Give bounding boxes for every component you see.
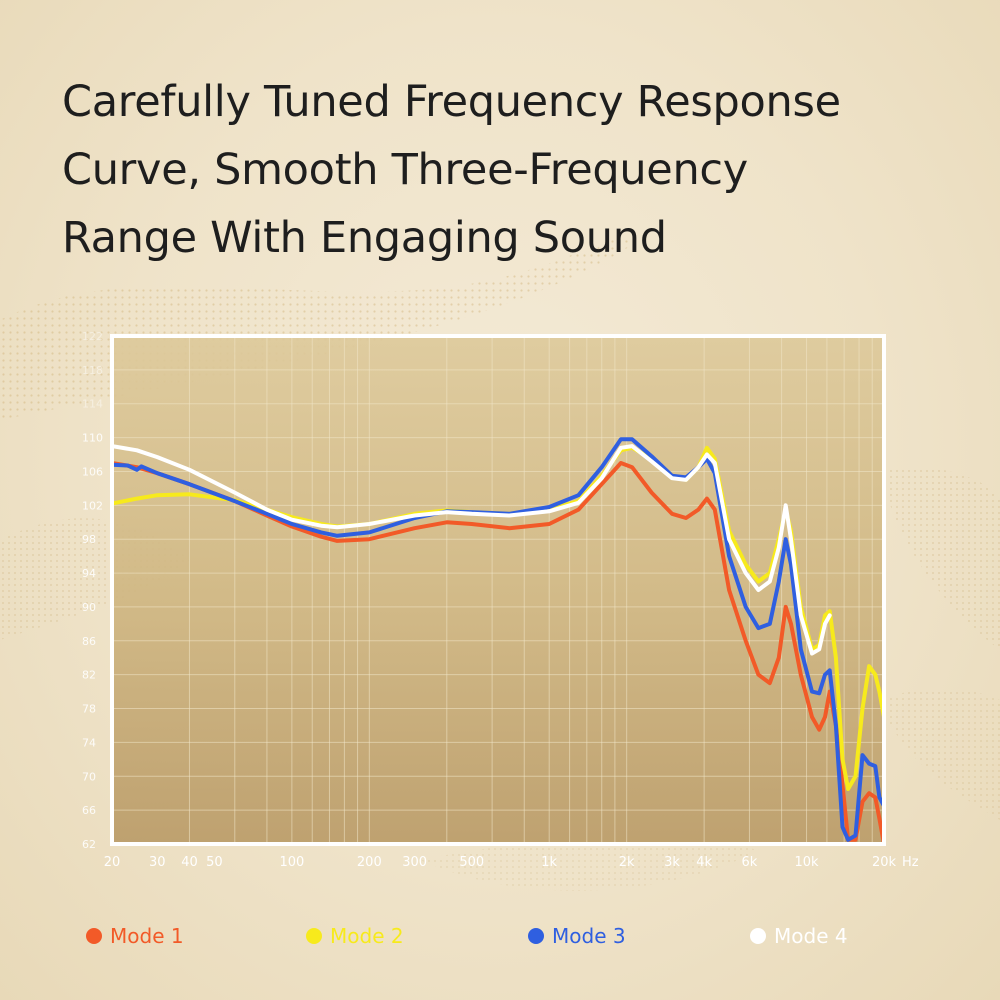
title-line-3: Range With Engaging Sound: [62, 213, 667, 263]
x-tick-label: 1k: [541, 855, 557, 870]
x-tick-label: 30: [149, 855, 166, 870]
x-tick-label: 40: [181, 855, 198, 870]
y-tick-label: 86: [82, 635, 96, 648]
y-tick-label: 122: [82, 330, 103, 343]
legend-dot-mode-4: [750, 928, 766, 944]
legend-item-mode-1: Mode 1: [86, 924, 184, 948]
x-tick-label: 6k: [742, 855, 758, 870]
legend-label-mode-4: Mode 4: [774, 924, 848, 948]
x-tick-label: 20k: [872, 855, 897, 870]
y-tick-label: 78: [82, 703, 96, 716]
x-tick-label: 4k: [696, 855, 712, 870]
x-tick-label: 300: [402, 855, 427, 870]
title-line-1: Carefully Tuned Frequency Response: [62, 77, 841, 127]
legend-item-mode-3: Mode 3: [528, 924, 626, 948]
series-lines: [112, 437, 884, 844]
legend-label-mode-1: Mode 1: [110, 924, 184, 948]
title-line-2: Curve, Smooth Three-Frequency: [62, 145, 748, 195]
x-axis-unit: Hz: [902, 855, 919, 870]
legend-item-mode-4: Mode 4: [750, 924, 848, 948]
y-tick-label: 118: [82, 364, 103, 377]
grid-lines: [111, 335, 885, 845]
y-tick-label: 106: [82, 465, 103, 478]
y-tick-label: 90: [82, 601, 96, 614]
x-tick-label: 50: [206, 855, 223, 870]
y-tick-label: 114: [82, 398, 103, 411]
x-axis-ticks: 20 30 40 50 100 200 300 500 1k 2k 3k 4k 6k 10k 20k: [104, 855, 897, 870]
legend-label-mode-2: Mode 2: [330, 924, 404, 948]
y-tick-label: 94: [82, 567, 96, 580]
legend-dot-mode-3: [528, 928, 544, 944]
x-tick-label: 100: [279, 855, 304, 870]
x-tick-label: 200: [357, 855, 382, 870]
x-tick-label: 500: [459, 855, 484, 870]
y-tick-label: 70: [82, 770, 96, 783]
legend-dot-mode-2: [306, 928, 322, 944]
x-tick-label: 20: [104, 855, 121, 870]
legend-dot-mode-1: [86, 928, 102, 944]
y-tick-label: 110: [82, 432, 103, 445]
y-tick-label: 82: [82, 669, 96, 682]
legend-item-mode-2: Mode 2: [306, 924, 404, 948]
x-tick-label: 3k: [664, 855, 680, 870]
y-tick-label: 98: [82, 533, 96, 546]
plot-frame: [110, 334, 886, 846]
plot-area: [112, 336, 884, 844]
y-tick-label: 62: [82, 838, 96, 851]
y-tick-label: 66: [82, 804, 96, 817]
series-line-mode-4: [112, 444, 832, 656]
legend: Mode 1 Mode 2 Mode 3 Mode 4: [0, 924, 1000, 958]
y-tick-label: 102: [82, 499, 103, 512]
x-tick-label: 10k: [794, 855, 819, 870]
x-tick-label: 2k: [619, 855, 635, 870]
page-title: Carefully Tuned Frequency Response Curve…: [62, 68, 962, 272]
y-axis-ticks: 62 66 70 74 78 82 86 90 94 98 102 106 110 114 118 122: [82, 330, 103, 851]
y-tick-label: 74: [82, 736, 96, 749]
legend-label-mode-3: Mode 3: [552, 924, 626, 948]
